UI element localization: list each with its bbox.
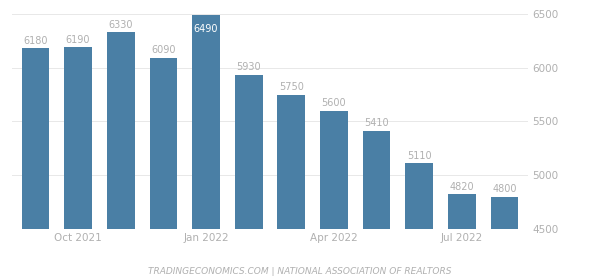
Bar bbox=[406, 163, 433, 279]
Bar bbox=[149, 58, 177, 279]
Bar bbox=[363, 131, 391, 279]
Text: 5410: 5410 bbox=[364, 118, 389, 128]
Bar bbox=[192, 15, 220, 279]
Text: 5750: 5750 bbox=[279, 82, 304, 92]
Bar bbox=[64, 47, 92, 279]
Text: 5930: 5930 bbox=[236, 62, 261, 73]
Bar bbox=[491, 196, 518, 279]
Text: 6180: 6180 bbox=[23, 36, 48, 46]
Bar bbox=[448, 194, 476, 279]
Bar bbox=[277, 95, 305, 279]
Text: 6490: 6490 bbox=[194, 24, 218, 33]
Bar bbox=[107, 32, 134, 279]
Text: 6190: 6190 bbox=[66, 35, 91, 45]
Text: 6090: 6090 bbox=[151, 45, 176, 55]
Bar bbox=[235, 75, 263, 279]
Text: 4800: 4800 bbox=[492, 184, 517, 194]
Bar bbox=[320, 110, 348, 279]
Text: TRADINGECONOMICS.COM | NATIONAL ASSOCIATION OF REALTORS: TRADINGECONOMICS.COM | NATIONAL ASSOCIAT… bbox=[148, 267, 452, 276]
Bar bbox=[22, 48, 49, 279]
Text: 6330: 6330 bbox=[109, 20, 133, 30]
Text: 5110: 5110 bbox=[407, 151, 431, 161]
Text: 4820: 4820 bbox=[449, 182, 474, 192]
Text: 5600: 5600 bbox=[322, 98, 346, 108]
